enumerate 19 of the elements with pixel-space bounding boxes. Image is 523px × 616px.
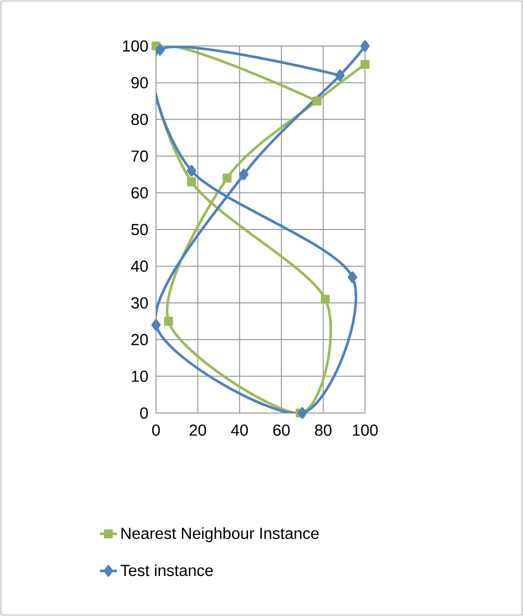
x-tick-label: 0: [152, 424, 160, 436]
legend-label: Test instance: [120, 564, 213, 576]
y-tick-label: 20: [131, 334, 148, 346]
y-tick-label: 100: [123, 40, 148, 52]
y-tick-label: 10: [132, 370, 148, 382]
y-tick-label: 80: [131, 114, 148, 126]
x-tick-label: 20: [190, 424, 206, 436]
y-tick-label: 90: [131, 77, 148, 88]
legend-label: Nearest Neighbour Instance: [121, 527, 319, 542]
y-tick-label: 50: [131, 224, 148, 236]
x-tick-label: 100: [352, 424, 378, 436]
y-tick-label: 0: [140, 407, 148, 419]
y-tick-label: 70: [132, 150, 148, 162]
x-tick-label: 60: [273, 424, 290, 436]
y-tick-label: 60: [131, 187, 148, 198]
x-tick-label: 40: [231, 424, 248, 436]
y-tick-label: 30: [131, 297, 148, 309]
x-tick-label: 80: [315, 424, 332, 436]
y-tick-label: 40: [131, 260, 148, 272]
